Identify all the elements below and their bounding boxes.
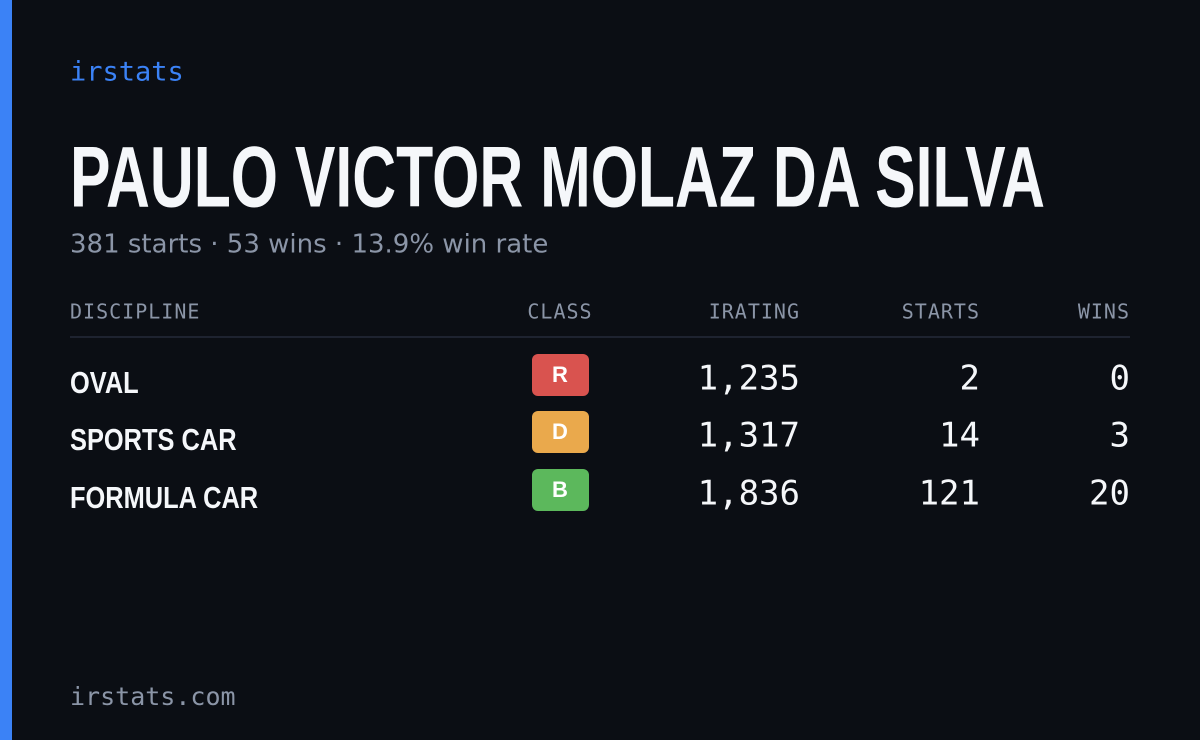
driver-name: PAULO VICTOR MOLAZ DA SILVA bbox=[70, 130, 1045, 226]
class-badge bbox=[532, 411, 589, 453]
wins: 3 bbox=[1110, 416, 1130, 456]
header-cell: STARTS bbox=[902, 300, 980, 324]
class-letter: D bbox=[552, 419, 568, 444]
table-row: SPORTS CAR D 1,317 14 3 bbox=[70, 411, 1130, 458]
table-row: FORMULA CAR B 1,836 121 20 bbox=[70, 469, 1130, 516]
irating: 1,836 bbox=[698, 474, 800, 514]
discipline: SPORTS CAR bbox=[70, 423, 237, 458]
accent-bar bbox=[0, 0, 12, 740]
class-badge bbox=[532, 354, 589, 396]
wins: 0 bbox=[1110, 359, 1130, 399]
starts: 121 bbox=[919, 474, 980, 514]
starts: 14 bbox=[939, 416, 980, 456]
footer: irstats.com bbox=[70, 682, 236, 711]
brand: irstats bbox=[70, 57, 184, 88]
irating: 1,235 bbox=[698, 359, 800, 399]
header-cell: DISCIPLINE bbox=[70, 300, 200, 324]
header-cell: CLASS bbox=[527, 300, 592, 324]
wins: 20 bbox=[1089, 474, 1130, 514]
discipline: OVAL bbox=[70, 366, 139, 401]
class-badge bbox=[532, 469, 589, 511]
class-letter: R bbox=[552, 362, 568, 387]
class-letter: B bbox=[552, 477, 568, 502]
starts: 2 bbox=[960, 359, 980, 399]
header-cell: IRATING bbox=[709, 300, 800, 324]
header-cell: WINS bbox=[1078, 300, 1130, 324]
table-row: OVAL R 1,235 2 0 bbox=[70, 354, 1130, 401]
discipline: FORMULA CAR bbox=[70, 481, 258, 516]
driver-summary: 381 starts · 53 wins · 13.9% win rate bbox=[70, 230, 548, 260]
irating: 1,317 bbox=[698, 416, 800, 456]
